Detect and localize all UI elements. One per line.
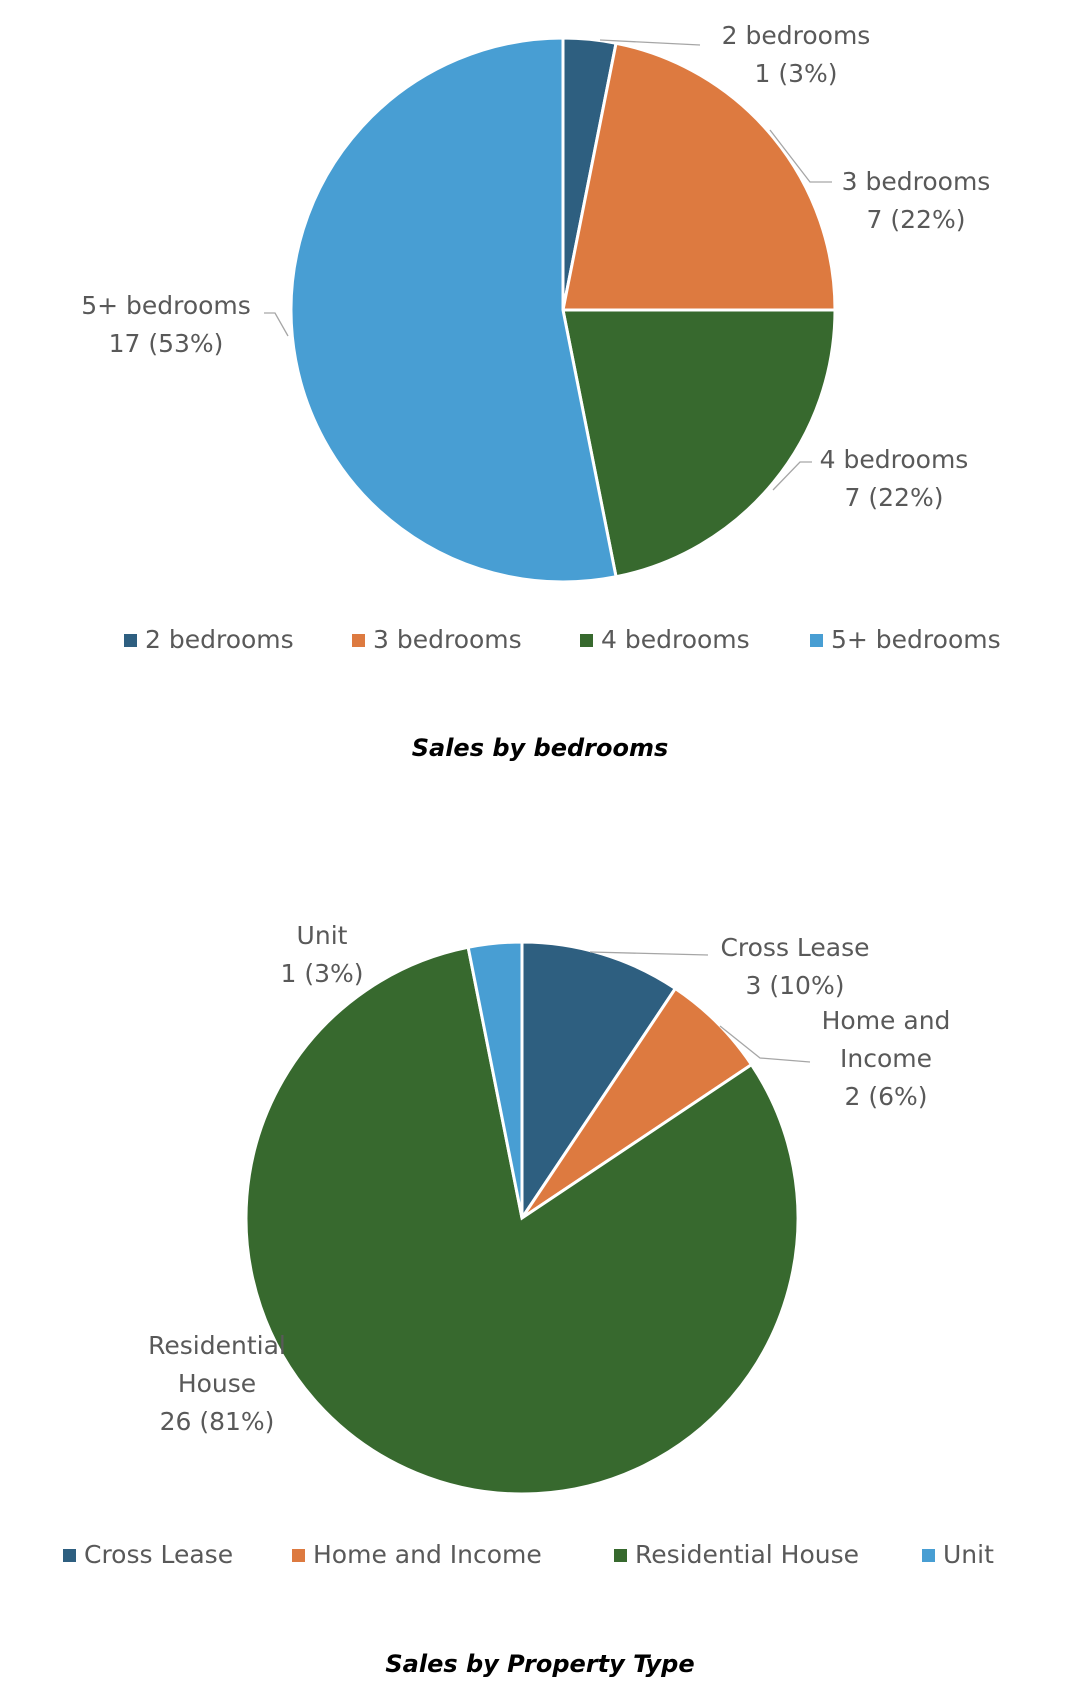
data-label-cross-lease: Cross Lease 3 (10%) — [720, 933, 869, 1000]
data-label-4-bedrooms: 4 bedrooms 7 (22%) — [820, 445, 969, 512]
leader-line-5-bedrooms — [264, 312, 289, 337]
legend-swatch — [922, 1549, 935, 1562]
chart-caption: Sales by Property Type — [385, 1650, 694, 1678]
leader-line-home-and-income — [719, 1025, 811, 1063]
legend-label: Unit — [943, 1540, 994, 1569]
pie-slice-cross-lease — [520, 940, 678, 1223]
pie-slice-4-bedrooms — [561, 308, 837, 579]
legend-item-5-bedrooms: 5+ bedrooms — [810, 625, 1001, 654]
data-label-residential-house: Residential House 26 (81%) — [148, 1331, 286, 1436]
legend-label: 3 bedrooms — [373, 625, 522, 654]
data-label-home-and-income: Home and Income 2 (6%) — [822, 1006, 951, 1111]
legend-label: 5+ bedrooms — [831, 625, 1001, 654]
pie-slice-residential-house — [244, 945, 800, 1496]
legend-swatch — [292, 1549, 305, 1562]
legend-label: 2 bedrooms — [145, 625, 294, 654]
leader-line-3-bedrooms — [769, 129, 832, 183]
legend-label: Home and Income — [313, 1540, 542, 1569]
chart-caption: Sales by bedrooms — [412, 734, 669, 762]
legend-label: Residential House — [635, 1540, 859, 1569]
pie-slice-5-bedrooms — [289, 36, 618, 584]
legend-item-2-bedrooms: 2 bedrooms — [124, 625, 294, 654]
leader-line-2-bedrooms — [599, 39, 701, 46]
pie-slice-3-bedrooms — [561, 41, 837, 312]
legend-item-residential-house: Residential House — [614, 1540, 859, 1569]
legend-item-unit: Unit — [922, 1540, 994, 1569]
data-label-2-bedrooms: 2 bedrooms 1 (3%) — [722, 21, 871, 88]
data-label-5-bedrooms: 5+ bedrooms 17 (53%) — [81, 291, 251, 358]
property-type-pie-chart: Cross Lease 3 (10%)Home and Income 2 (6%) Re… — [63, 921, 994, 1678]
pie-slice-unit — [466, 940, 524, 1219]
legend-swatch — [580, 634, 593, 647]
data-label-unit: Unit 1 (3%) — [280, 921, 363, 988]
bedrooms-pie-chart: 2 bedrooms 1 (3%) 3 bedrooms 7 (22%) 4 bedro… — [81, 21, 1000, 762]
legend-item-home-and-income: Home and Income — [292, 1540, 542, 1569]
legend-swatch — [810, 634, 823, 647]
data-label-3-bedrooms: 3 bedrooms 7 (22%) — [842, 167, 991, 234]
legend-item-3-bedrooms: 3 bedrooms — [352, 625, 522, 654]
leader-line-cross-lease — [589, 951, 709, 956]
legend-item-cross-lease: Cross Lease — [63, 1540, 233, 1569]
legend-label: 4 bedrooms — [601, 625, 750, 654]
legend-label: Cross Lease — [84, 1540, 233, 1569]
leader-line-4-bedrooms — [772, 461, 812, 491]
legend-swatch — [63, 1549, 76, 1562]
legend-item-4-bedrooms: 4 bedrooms — [580, 625, 750, 654]
legend-swatch — [124, 634, 137, 647]
legend-swatch — [352, 634, 365, 647]
legend-swatch — [614, 1549, 627, 1562]
